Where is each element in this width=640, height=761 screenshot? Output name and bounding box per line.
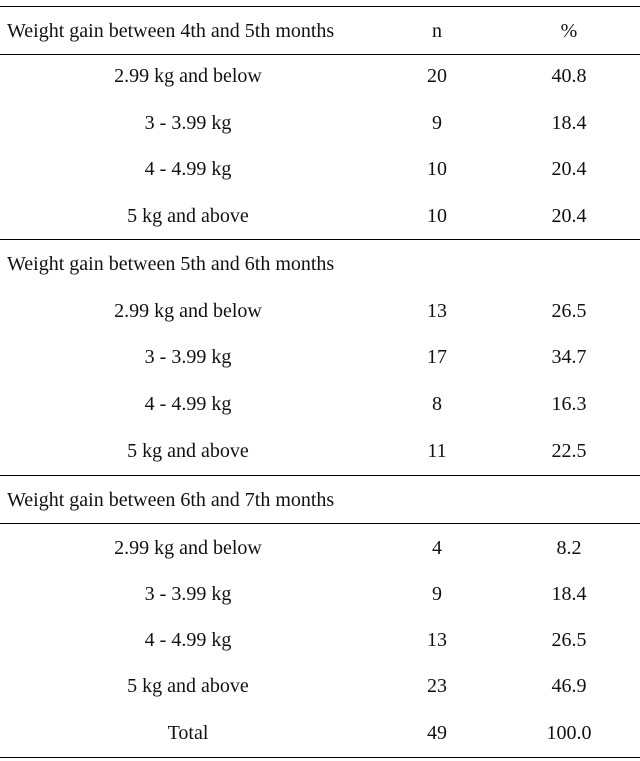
header-col-percent: % — [560, 20, 578, 42]
row-n: 13 — [427, 300, 447, 322]
row-percent: 20.4 — [551, 205, 587, 227]
row-n: 13 — [427, 629, 447, 651]
header-col-weight-gain: Weight gain between 4th and 5th months — [7, 20, 335, 42]
table-bottom-rule — [0, 757, 640, 758]
row-percent: 16.3 — [551, 393, 587, 415]
section-title-rule — [0, 523, 640, 524]
row-label: 5 kg and above — [127, 440, 249, 462]
row-label: 5 kg and above — [127, 205, 249, 227]
row-n: 9 — [432, 112, 442, 134]
table-top-rule — [0, 6, 640, 7]
row-n: 10 — [427, 205, 447, 227]
row-percent: 18.4 — [551, 112, 587, 134]
section-title: Weight gain between 6th and 7th months — [7, 489, 335, 511]
table-row: 5 kg and above 11 22.5 — [0, 428, 640, 474]
row-percent: 26.5 — [551, 300, 587, 322]
row-n: 17 — [427, 346, 447, 368]
total-row: Total 49 100.0 — [0, 710, 640, 756]
table-row: 5 kg and above 23 46.9 — [0, 663, 640, 709]
group-rule — [0, 239, 640, 240]
row-n: 8 — [432, 393, 442, 415]
row-label: 2.99 kg and below — [114, 65, 262, 87]
header-col-n: n — [432, 20, 442, 42]
total-label: Total — [167, 722, 209, 744]
table-row: 3 - 3.99 kg 17 34.7 — [0, 334, 640, 380]
table-row: 4 - 4.99 kg 13 26.5 — [0, 617, 640, 663]
table-row: 5 kg and above 10 20.4 — [0, 193, 640, 239]
table-row: 3 - 3.99 kg 9 18.4 — [0, 100, 640, 146]
table-row: 4 - 4.99 kg 10 20.4 — [0, 146, 640, 192]
row-percent: 26.5 — [551, 629, 587, 651]
table-row: 2.99 kg and below 13 26.5 — [0, 288, 640, 334]
row-percent: 8.2 — [556, 537, 582, 559]
row-label: 3 - 3.99 kg — [144, 346, 232, 368]
total-percent: 100.0 — [546, 722, 592, 744]
row-percent: 20.4 — [551, 158, 587, 180]
row-percent: 40.8 — [551, 65, 587, 87]
total-n: 49 — [427, 722, 447, 744]
row-n: 10 — [427, 158, 447, 180]
row-percent: 46.9 — [551, 675, 587, 697]
section-title: Weight gain between 5th and 6th months — [7, 253, 335, 275]
row-n: 11 — [427, 440, 447, 462]
table-row: 4 - 4.99 kg 8 16.3 — [0, 381, 640, 427]
row-n: 4 — [432, 537, 442, 559]
row-label: 4 - 4.99 kg — [144, 629, 232, 651]
row-label: 4 - 4.99 kg — [144, 158, 232, 180]
row-label: 5 kg and above — [127, 675, 249, 697]
row-n: 9 — [432, 583, 442, 605]
row-label: 4 - 4.99 kg — [144, 393, 232, 415]
table-row: 3 - 3.99 kg 9 18.4 — [0, 571, 640, 617]
group-rule — [0, 475, 640, 476]
row-label: 2.99 kg and below — [114, 537, 262, 559]
row-percent: 22.5 — [551, 440, 587, 462]
table-header-row: Weight gain between 4th and 5th months n… — [0, 8, 640, 54]
row-n: 20 — [427, 65, 447, 87]
table-row: 2.99 kg and below 4 8.2 — [0, 525, 640, 571]
row-percent: 18.4 — [551, 583, 587, 605]
row-label: 2.99 kg and below — [114, 300, 262, 322]
row-label: 3 - 3.99 kg — [144, 112, 232, 134]
header-rule — [0, 54, 640, 55]
row-percent: 34.7 — [551, 346, 587, 368]
row-label: 3 - 3.99 kg — [144, 583, 232, 605]
row-n: 23 — [427, 675, 447, 697]
table-row: 2.99 kg and below 20 40.8 — [0, 53, 640, 99]
